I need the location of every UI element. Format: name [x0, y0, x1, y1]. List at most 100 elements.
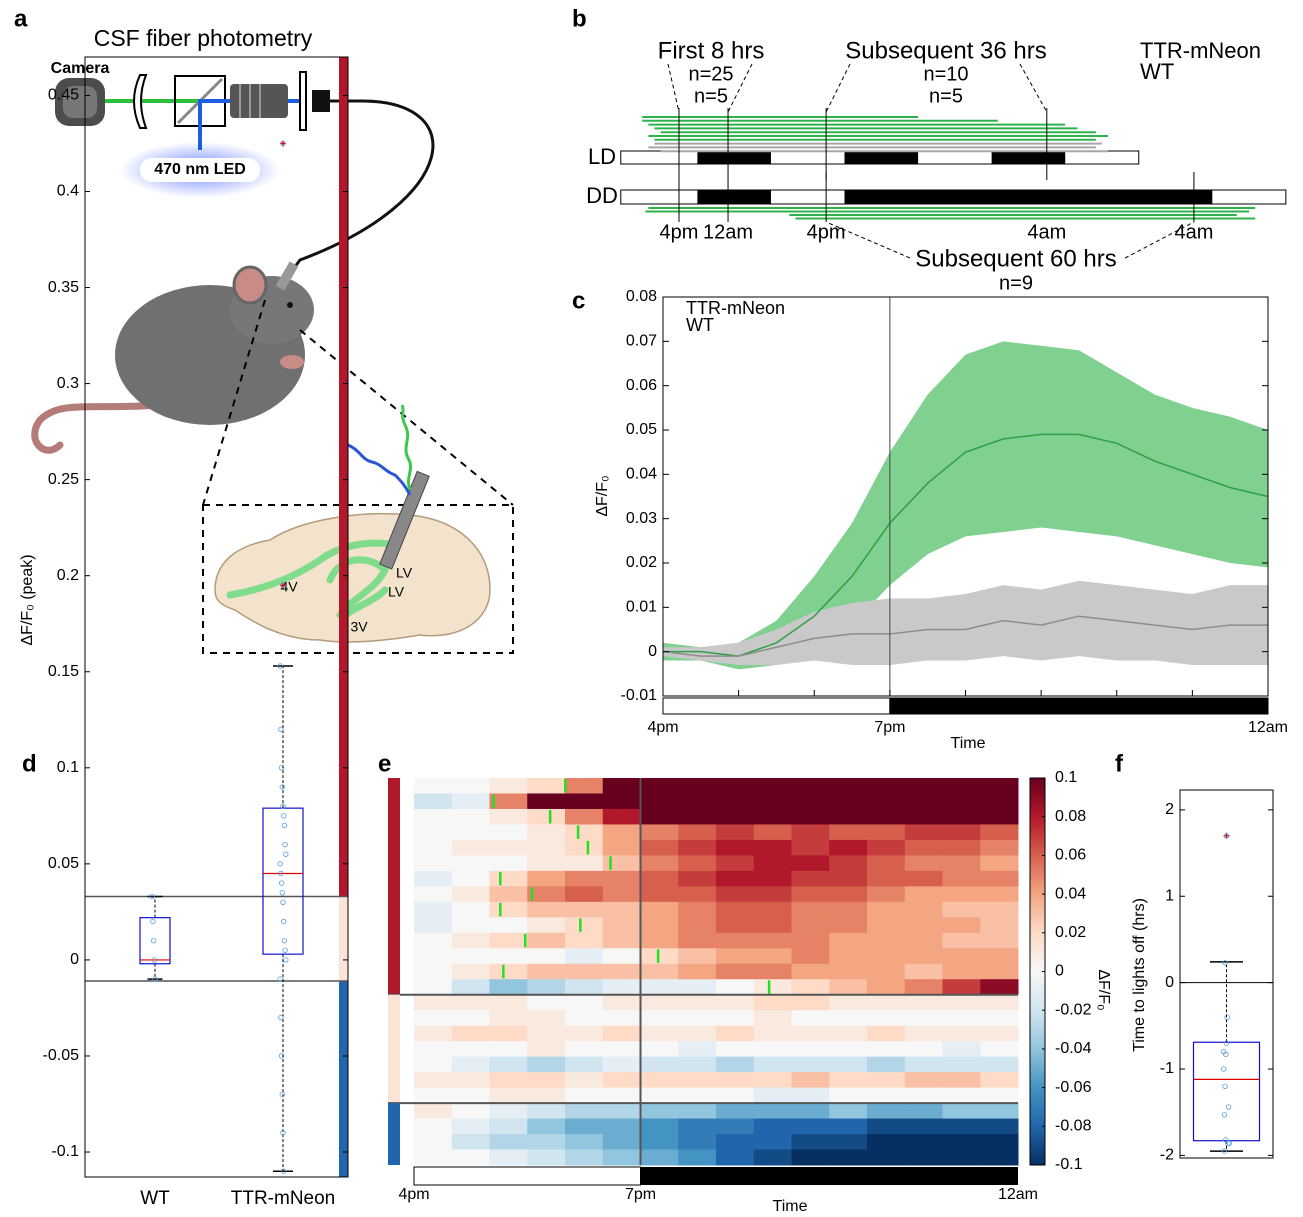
- heat-cell: [451, 1056, 490, 1073]
- heat-cell: [904, 855, 943, 872]
- heat-cell: [602, 979, 641, 996]
- data-point: [283, 851, 289, 857]
- heat-cell: [904, 1103, 943, 1120]
- heat-cell: [640, 839, 679, 856]
- heat-cell: [565, 793, 604, 810]
- heat-cell: [451, 932, 490, 949]
- led-pill: [140, 158, 260, 182]
- heat-cell: [489, 1134, 528, 1151]
- heat-cell: [791, 1072, 830, 1089]
- heat-cell: [753, 855, 792, 872]
- heat-cell: [829, 808, 868, 825]
- window-count: n=5: [929, 85, 963, 107]
- heat-cell: [678, 917, 717, 934]
- heat-cell: [451, 808, 490, 825]
- heat-cell: [904, 870, 943, 887]
- heat-cell: [489, 808, 528, 825]
- heat-cell: [867, 963, 906, 980]
- heat-cell: [904, 778, 943, 794]
- heat-cell: [904, 1025, 943, 1042]
- heat-cell: [942, 963, 981, 980]
- x-tick-label: 4am: [1174, 221, 1213, 243]
- dark-period: [844, 151, 919, 164]
- heat-cell: [753, 870, 792, 887]
- heat-cell: [602, 917, 641, 934]
- y-tick-label: 0: [1165, 974, 1174, 991]
- heat-cell: [451, 839, 490, 856]
- window-pointer: [667, 63, 680, 113]
- heat-cell: [565, 932, 604, 949]
- y-axis-label: Time to lights off (hrs): [1131, 898, 1148, 1052]
- y-tick-label: 0.2: [57, 567, 79, 584]
- heat-cell: [678, 1118, 717, 1135]
- panel-label: b: [572, 5, 587, 32]
- heat-cell: [565, 1118, 604, 1135]
- heat-cell: [678, 1072, 717, 1089]
- heat-cell: [791, 948, 830, 965]
- heat-cell: [942, 778, 981, 794]
- heat-cell: [791, 994, 830, 1011]
- heat-cell: [640, 932, 679, 949]
- heat-cell: [791, 1041, 830, 1058]
- outlier-point: [280, 582, 286, 589]
- heat-cell: [867, 994, 906, 1011]
- heat-cell: [980, 886, 1019, 903]
- heat-cell: [640, 1025, 679, 1042]
- heat-cell: [716, 1134, 755, 1151]
- group-band: [339, 57, 348, 897]
- heat-cell: [414, 1025, 453, 1042]
- heat-cell: [829, 839, 868, 856]
- heat-cell: [527, 1041, 566, 1058]
- axes-box: [84, 56, 349, 1178]
- colorbar-tick-label: 0.04: [1055, 885, 1086, 902]
- data-point: [279, 784, 285, 790]
- x-tick-label: 4pm: [660, 221, 699, 243]
- heat-cell: [716, 1025, 755, 1042]
- heat-cell: [980, 855, 1019, 872]
- y-axis-label: ΔF/F₀ (peak): [19, 554, 36, 645]
- heat-cell: [829, 994, 868, 1011]
- heat-cell: [640, 1056, 679, 1073]
- heat-cell: [527, 1056, 566, 1073]
- heat-cell: [527, 1134, 566, 1151]
- heat-cell: [640, 901, 679, 918]
- heat-cell: [489, 901, 528, 918]
- condition-label: LD: [588, 144, 616, 169]
- data-point: [1220, 1049, 1227, 1055]
- heat-cell: [791, 901, 830, 918]
- x-tick-label: 4pm: [807, 221, 846, 243]
- y-tick-label: 0.05: [626, 421, 657, 438]
- heat-cell: [791, 1010, 830, 1027]
- heat-cell: [791, 808, 830, 825]
- mouse-paw: [280, 355, 304, 369]
- y-tick-label: 0: [70, 951, 79, 968]
- data-point: [1225, 1104, 1232, 1110]
- heat-cell: [640, 1072, 679, 1089]
- heat-cell: [867, 855, 906, 872]
- window-title: Subsequent 36 hrs: [845, 37, 1046, 64]
- y-tick-label: 2: [1165, 801, 1174, 818]
- heat-cell: [980, 839, 1019, 856]
- heat-cell: [414, 824, 453, 841]
- heat-cell: [753, 917, 792, 934]
- heat-cell: [414, 808, 453, 825]
- heat-cell: [942, 1025, 981, 1042]
- y-tick-label: 0.01: [626, 599, 657, 616]
- heat-cell: [565, 808, 604, 825]
- x-tick-label: 12am: [703, 221, 753, 243]
- heat-cell: [602, 994, 641, 1011]
- window-pointer: [1124, 221, 1195, 259]
- heat-cell: [791, 1025, 830, 1042]
- heat-cell: [451, 1072, 490, 1089]
- y-tick-label: 0: [648, 643, 657, 660]
- heat-cell: [489, 1041, 528, 1058]
- data-point: [278, 765, 285, 771]
- heat-cell: [527, 855, 566, 872]
- heat-cell: [716, 901, 755, 918]
- onset-marker: [492, 794, 495, 808]
- heat-cell: [753, 886, 792, 903]
- heat-cell: [602, 1134, 641, 1151]
- x-tick-label: 12am: [1248, 719, 1288, 736]
- heat-cell: [867, 917, 906, 934]
- heat-cell: [716, 917, 755, 934]
